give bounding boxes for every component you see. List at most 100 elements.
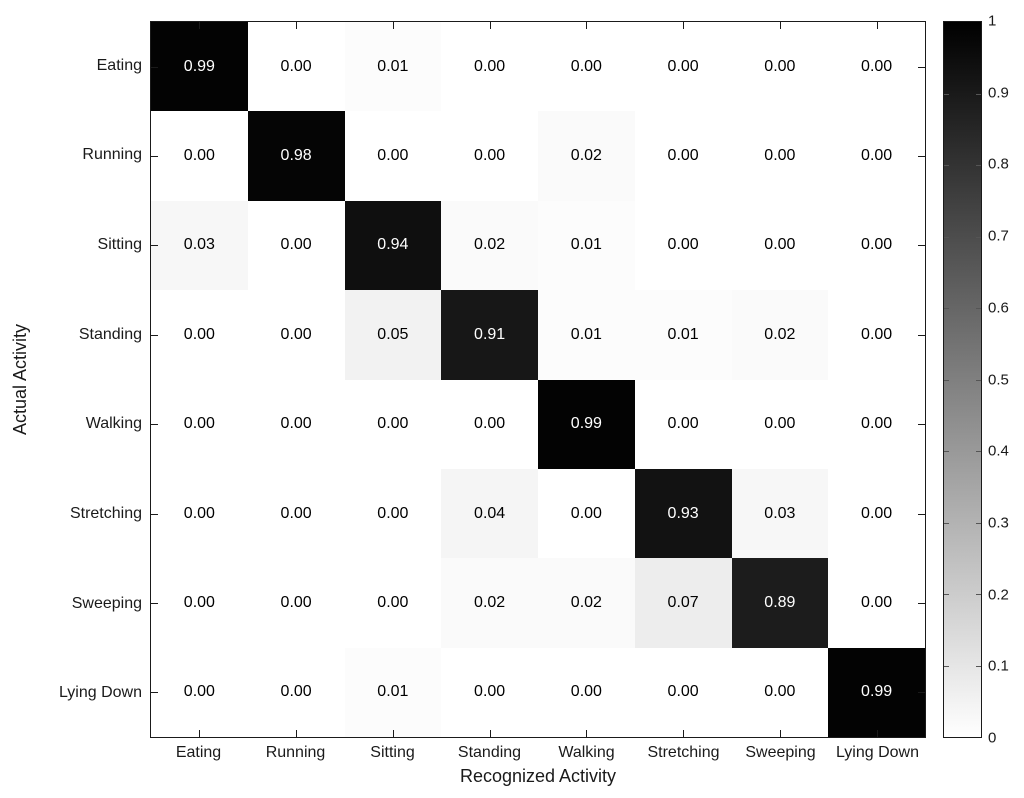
- heatmap-cell: 0.99: [151, 22, 248, 112]
- axis-tick-mark: [918, 424, 925, 426]
- y-tick-label: Running: [82, 146, 142, 164]
- axis-tick-mark: [151, 245, 158, 247]
- y-tick-label: Walking: [85, 415, 142, 433]
- colorbar-tick-mark: [944, 451, 949, 452]
- colorbar-tick-label: 0: [988, 729, 997, 747]
- axis-tick-mark: [489, 730, 491, 737]
- heatmap-cell: 0.00: [151, 290, 248, 380]
- colorbar-tick-mark: [976, 236, 981, 238]
- colorbar-tick-mark: [944, 308, 949, 309]
- axis-tick-mark: [918, 66, 925, 68]
- colorbar-tick-mark: [976, 665, 981, 667]
- axis-tick-mark: [392, 730, 394, 737]
- axis-tick-mark: [392, 22, 394, 29]
- y-tick-label: Eating: [96, 56, 142, 74]
- heatmap-cell: 0.00: [247, 200, 345, 291]
- x-axis-title: Recognized Activity: [459, 766, 617, 786]
- heatmap-cell: 0.00: [538, 468, 635, 559]
- heatmap-cell: 0.00: [828, 379, 925, 469]
- colorbar-tick-mark: [944, 165, 949, 166]
- heatmap-cell: 0.04: [441, 468, 538, 559]
- colorbar-tick-mark: [944, 594, 949, 595]
- colorbar-tick-label: 1: [988, 12, 997, 30]
- x-tick-label: Sitting: [370, 744, 415, 761]
- heatmap-cell: 0.00: [634, 379, 732, 469]
- x-tick-label: Lying Down: [835, 744, 920, 761]
- colorbar-tick-mark: [976, 379, 981, 381]
- colorbar-tick-mark: [944, 93, 949, 95]
- heatmap-cell: 0.00: [828, 558, 925, 648]
- y-tick-label: Sweeping: [71, 594, 142, 612]
- axis-tick-mark: [918, 245, 925, 247]
- axis-tick-mark: [296, 22, 298, 29]
- colorbar-tick-label: 0.5: [988, 371, 1009, 388]
- heatmap-cell: 0.00: [151, 111, 248, 201]
- axis-tick-mark: [683, 22, 685, 29]
- y-tick-labels: Eating Running Sitting Standing Walking Stret…: [0, 21, 142, 738]
- heatmap-cell: 0.99: [538, 379, 635, 469]
- axis-tick-mark: [779, 22, 781, 29]
- x-tick-label: Walking: [558, 744, 615, 761]
- heatmap-cell: 0.00: [538, 22, 635, 112]
- heatmap-cell: 0.00: [634, 200, 732, 291]
- heatmap-cell: 0.00: [151, 647, 248, 737]
- axis-tick-mark: [151, 602, 158, 604]
- axis-tick-mark: [918, 692, 925, 694]
- colorbar-tick-mark: [944, 379, 949, 381]
- colorbar-tick-label: 0.3: [988, 514, 1009, 532]
- heatmap-cell: 0.00: [247, 379, 345, 469]
- heatmap-cell: 0.00: [344, 111, 442, 201]
- heatmap-cell: 0.01: [634, 290, 732, 380]
- heatmap-cell: 0.00: [151, 379, 248, 469]
- y-tick-label: Standing: [78, 325, 142, 343]
- heatmap-cell: 0.00: [247, 647, 345, 737]
- heatmap-cell: 0.00: [247, 468, 345, 559]
- heatmap-cell: 0.00: [828, 290, 925, 380]
- heatmap-cell: 0.00: [634, 647, 732, 737]
- colorbar-tick-label: 0.9: [988, 84, 1009, 102]
- heatmap-cell: 0.01: [538, 290, 635, 380]
- heatmap-cell: 0.91: [441, 290, 538, 380]
- heatmap-cell: 0.05: [344, 290, 442, 380]
- colorbar-tick-label: 0.1: [988, 657, 1009, 675]
- axis-tick-mark: [151, 334, 158, 336]
- heatmap-cell: 0.07: [634, 558, 732, 648]
- colorbar-tick-mark: [976, 522, 981, 524]
- y-tick-label: Sitting: [97, 236, 142, 254]
- colorbar-tick-label: 0.8: [988, 155, 1009, 173]
- heatmap-cell: 0.00: [731, 379, 829, 469]
- heatmap-cell: 0.93: [634, 468, 732, 559]
- heatmap-cell: 0.99: [828, 647, 925, 737]
- axis-tick-mark: [876, 730, 878, 737]
- x-tick-label: Running: [265, 744, 326, 761]
- heatmap-cell: 0.00: [344, 379, 442, 469]
- heatmap-cell: 0.00: [634, 111, 732, 201]
- heatmap-cell: 0.94: [344, 200, 442, 291]
- colorbar: [943, 21, 982, 738]
- colorbar-tick-label: 0.2: [988, 586, 1009, 604]
- heatmap-cell: 0.00: [441, 379, 538, 469]
- axis-tick-mark: [151, 66, 158, 68]
- x-tick-label: Stretching: [647, 744, 720, 761]
- axis-tick-mark: [779, 730, 781, 737]
- colorbar-tick-label: 0.4: [988, 442, 1009, 460]
- axis-tick-mark: [918, 334, 925, 336]
- heatmap-cell: 0.02: [731, 290, 829, 380]
- heatmap-cell: 0.00: [151, 558, 248, 648]
- axis-tick-mark: [199, 730, 201, 737]
- heatmap-cell: 0.00: [247, 22, 345, 112]
- y-tick-label: Lying Down: [58, 684, 142, 702]
- x-tick-label: Standing: [457, 744, 522, 761]
- colorbar-tick-label: 0.7: [988, 227, 1009, 245]
- axis-tick-mark: [151, 692, 158, 694]
- x-tick-label: Eating: [175, 744, 222, 761]
- heatmap-cell: 0.00: [538, 647, 635, 737]
- heatmap-cell: 0.89: [731, 558, 829, 648]
- heatmap-cell: 0.00: [344, 558, 442, 648]
- heatmap-cell: 0.00: [828, 22, 925, 112]
- heatmap-cell: 0.00: [151, 468, 248, 559]
- axis-tick-mark: [296, 730, 298, 737]
- colorbar-tick-mark: [976, 165, 981, 166]
- heatmap-cell: 0.00: [441, 22, 538, 112]
- heatmap-cell: 0.02: [441, 200, 538, 291]
